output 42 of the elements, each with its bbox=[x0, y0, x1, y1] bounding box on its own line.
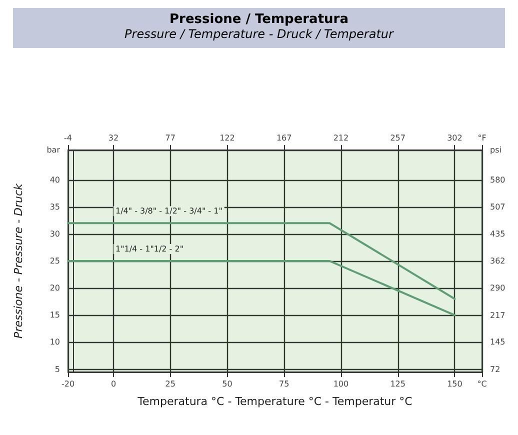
chart-title: Pressione / Temperatura bbox=[168, 12, 350, 27]
series-label: 1/4" - 3/8" - 1/2" - 3/4" - 1" bbox=[115, 206, 222, 216]
x-tick-label: 0 bbox=[110, 380, 116, 388]
y-tick-label: 15 bbox=[50, 310, 60, 320]
y2-tick-label: 507 bbox=[490, 202, 506, 212]
y-tick-label: 25 bbox=[50, 256, 60, 266]
y2-tick-label: 72 bbox=[490, 365, 500, 374]
y-tick-label: 20 bbox=[50, 284, 60, 293]
chart-subtitle: Pressure / Temperature - Druck / Temperatur bbox=[124, 27, 395, 41]
x-tick-label: 150 bbox=[447, 380, 462, 388]
y-tick-label: bar bbox=[46, 146, 61, 154]
x-tick-label: 100 bbox=[333, 380, 349, 388]
x-tick-label: °C bbox=[477, 380, 488, 388]
y2-tick-label: 145 bbox=[490, 338, 506, 347]
x2-tick-label: 122 bbox=[220, 134, 235, 142]
x2-tick-label: 77 bbox=[165, 134, 176, 142]
x2-tick-label: 167 bbox=[276, 134, 292, 142]
x2-tick-label: 32 bbox=[108, 134, 119, 142]
y-tick-label: 40 bbox=[50, 175, 60, 184]
y-tick-label: 30 bbox=[50, 229, 60, 238]
x2-tick-label: °F bbox=[478, 134, 487, 142]
y2-tick-label: 435 bbox=[490, 229, 506, 238]
y-tick-label: 5 bbox=[54, 364, 60, 374]
y2-tick-label: 580 bbox=[490, 175, 506, 184]
y2-tick-label: 290 bbox=[490, 284, 506, 293]
y2-tick-label: 362 bbox=[490, 256, 506, 266]
x2-tick-label: 257 bbox=[390, 134, 406, 142]
x-tick-label: 50 bbox=[222, 380, 232, 388]
x-tick-label: -20 bbox=[61, 380, 75, 388]
y-axis-title: Pressione - Pressure - Druck bbox=[12, 182, 25, 338]
y2-tick-label: 217 bbox=[490, 310, 506, 320]
y2-tick-label: psi bbox=[490, 146, 502, 154]
series-label: 1"1/4 - 1"1/2 - 2" bbox=[115, 244, 184, 254]
x-axis-title: Temperatura °C - Temperature °C - Temperatur °C bbox=[136, 395, 413, 408]
y-tick-label: 35 bbox=[50, 202, 60, 212]
y-tick-label: 10 bbox=[50, 338, 60, 347]
x2-tick-label: -4 bbox=[64, 134, 72, 142]
x-tick-label: 25 bbox=[165, 380, 176, 388]
x2-tick-label: 302 bbox=[447, 134, 462, 142]
x-tick-label: 75 bbox=[279, 380, 290, 388]
x-tick-label: 125 bbox=[390, 380, 406, 388]
x2-tick-label: 212 bbox=[333, 134, 349, 142]
